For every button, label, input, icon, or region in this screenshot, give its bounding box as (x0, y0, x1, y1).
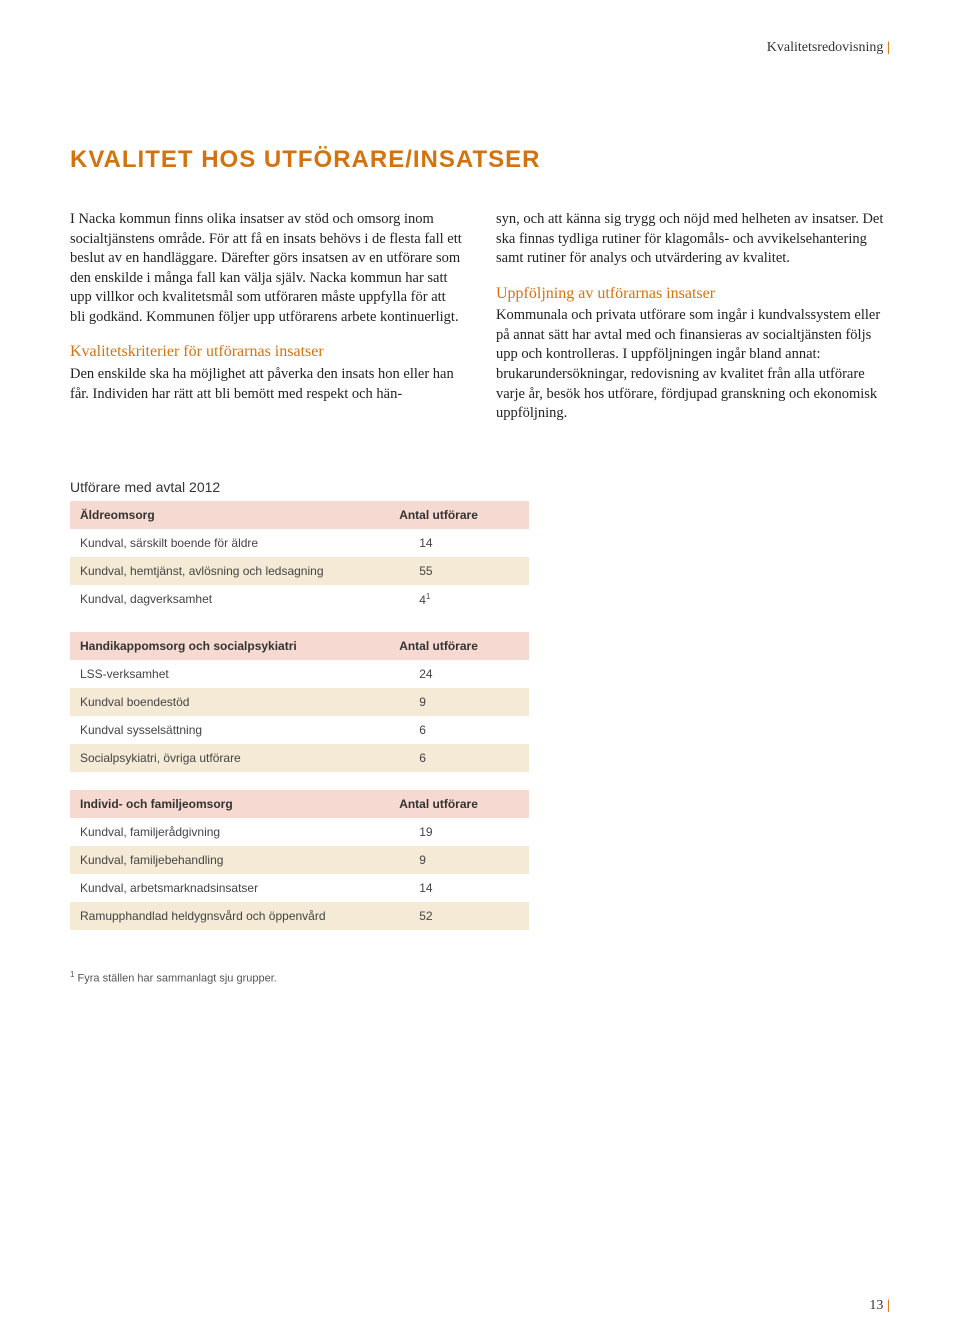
table-heading: Handikappomsorg och socialpsykiatri (70, 632, 389, 660)
intro-paragraph: I Nacka kommun finns olika insatser av s… (70, 210, 464, 327)
row-value: 6 (389, 716, 529, 744)
table-row: Kundval, särskilt boende för äldre14 (70, 529, 529, 557)
table-row: Kundval sysselsättning6 (70, 716, 529, 744)
row-value: 14 (389, 874, 529, 902)
row-value: 6 (389, 744, 529, 772)
page-number-bar: | (887, 1298, 890, 1313)
row-label: Kundval, familjerådgivning (70, 818, 389, 846)
row-value: 14 (389, 529, 529, 557)
tables-title: Utförare med avtal 2012 (70, 479, 529, 495)
page-title: KVALITET HOS UTFÖRARE/INSATSER (70, 146, 890, 174)
subhead-kvalitetskriterier: Kvalitetskriterier för utförarnas insats… (70, 341, 464, 363)
row-label: Kundval, dagverksamhet (70, 585, 389, 614)
row-value: 55 (389, 557, 529, 585)
row-label: Kundval boendestöd (70, 688, 389, 716)
table-heading: Äldreomsorg (70, 501, 389, 529)
row-value: 9 (389, 846, 529, 874)
table-count-header: Antal utförare (389, 632, 529, 660)
paragraph-kvalitetskriterier: Den enskilde ska ha möjlighet att påverk… (70, 365, 464, 404)
data-table: ÄldreomsorgAntal utförareKundval, särski… (70, 501, 529, 614)
row-superscript: 1 (426, 592, 430, 601)
row-value: 24 (389, 660, 529, 688)
row-label: Kundval, hemtjänst, avlösning och ledsag… (70, 557, 389, 585)
running-header: Kvalitetsredovisning | (70, 40, 890, 56)
column-left: I Nacka kommun finns olika insatser av s… (70, 210, 464, 424)
row-label: Kundval sysselsättning (70, 716, 389, 744)
page-number: 13 | (869, 1298, 890, 1314)
subhead-uppfoljning: Uppföljning av utförarnas insatser (496, 283, 890, 305)
row-label: Kundval, särskilt boende för äldre (70, 529, 389, 557)
paragraph-uppfoljning: Kommunala och privata utförare som ingår… (496, 306, 890, 423)
header-text: Kvalitetsredovisning (767, 40, 884, 55)
table-heading: Individ- och familjeomsorg (70, 790, 389, 818)
header-bar: | (887, 40, 890, 55)
row-value: 19 (389, 818, 529, 846)
row-label: Kundval, familjebehandling (70, 846, 389, 874)
data-table: Handikappomsorg och socialpsykiatriAntal… (70, 632, 529, 772)
body-columns: I Nacka kommun finns olika insatser av s… (70, 210, 890, 424)
footnote-text: Fyra ställen har sammanlagt sju grupper. (74, 972, 276, 984)
table-row: Kundval, hemtjänst, avlösning och ledsag… (70, 557, 529, 585)
column-right: syn, och att känna sig trygg och nöjd me… (496, 210, 890, 424)
table-row: Ramupphandlad heldygnsvård och öppenvård… (70, 902, 529, 930)
table-row: Kundval, dagverksamhet41 (70, 585, 529, 614)
footnote: 1 Fyra ställen har sammanlagt sju gruppe… (70, 970, 890, 985)
row-label: LSS-verksamhet (70, 660, 389, 688)
table-row: Kundval, familjerådgivning19 (70, 818, 529, 846)
table-row: Kundval, familjebehandling9 (70, 846, 529, 874)
data-table: Individ- och familjeomsorgAntal utförare… (70, 790, 529, 930)
row-label: Kundval, arbetsmarknadsinsatser (70, 874, 389, 902)
row-label: Socialpsykiatri, övriga utförare (70, 744, 389, 772)
row-value: 41 (389, 585, 529, 614)
table-row: Kundval, arbetsmarknadsinsatser14 (70, 874, 529, 902)
row-value: 9 (389, 688, 529, 716)
row-label: Ramupphandlad heldygnsvård och öppenvård (70, 902, 389, 930)
row-value: 52 (389, 902, 529, 930)
table-row: Kundval boendestöd9 (70, 688, 529, 716)
continuation-paragraph: syn, och att känna sig trygg och nöjd me… (496, 210, 890, 269)
table-count-header: Antal utförare (389, 501, 529, 529)
tables-mount: ÄldreomsorgAntal utförareKundval, särski… (70, 501, 529, 930)
table-row: LSS-verksamhet24 (70, 660, 529, 688)
table-row: Socialpsykiatri, övriga utförare6 (70, 744, 529, 772)
tables-section: Utförare med avtal 2012 ÄldreomsorgAntal… (70, 479, 529, 930)
page-number-value: 13 (869, 1298, 883, 1313)
table-count-header: Antal utförare (389, 790, 529, 818)
